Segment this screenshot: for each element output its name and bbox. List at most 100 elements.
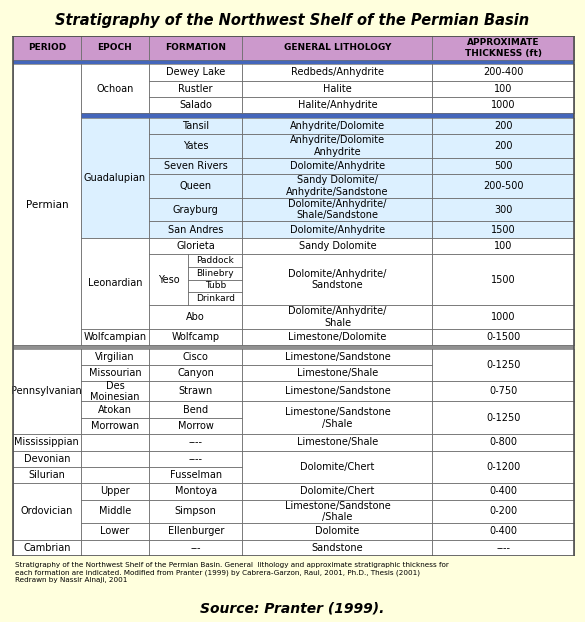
Text: Stratigraphy of the Northwest Shelf of the Permian Basin. General  lithology and: Stratigraphy of the Northwest Shelf of t…	[15, 562, 449, 583]
Text: Cisco: Cisco	[183, 352, 209, 362]
Bar	[149, 349, 242, 365]
Text: Ochoan: Ochoan	[96, 84, 133, 94]
Text: Ellenburger: Ellenburger	[167, 526, 224, 536]
Text: Morrow: Morrow	[178, 421, 214, 431]
Text: 1000: 1000	[491, 312, 515, 322]
Bar	[149, 418, 242, 434]
Text: ----: ----	[189, 453, 202, 464]
Text: San Andres: San Andres	[168, 225, 223, 234]
Text: Simpson: Simpson	[175, 506, 216, 516]
Bar	[432, 450, 574, 483]
Bar	[242, 158, 432, 174]
Text: Bend: Bend	[183, 405, 208, 415]
Text: 200: 200	[494, 121, 512, 131]
Bar	[149, 36, 242, 60]
Text: 0-200: 0-200	[489, 506, 517, 516]
Text: Halite: Halite	[323, 84, 352, 94]
Text: Anhydrite/Dolomite: Anhydrite/Dolomite	[290, 121, 385, 131]
Bar	[242, 523, 432, 540]
Text: 1000: 1000	[491, 100, 515, 110]
Bar	[81, 450, 149, 467]
Bar	[432, 36, 574, 60]
Text: Limestone/Sandstone
/Shale: Limestone/Sandstone /Shale	[284, 407, 390, 429]
Bar	[13, 467, 81, 483]
Text: Seven Rivers: Seven Rivers	[164, 161, 228, 171]
Text: Des
Moinesian: Des Moinesian	[90, 381, 140, 402]
Bar	[13, 434, 81, 450]
Text: Permian: Permian	[26, 200, 68, 210]
Text: Wolfcampian: Wolfcampian	[83, 332, 146, 342]
Bar	[242, 80, 432, 97]
Text: Dolomite/Chert: Dolomite/Chert	[300, 486, 374, 496]
Bar	[432, 329, 574, 345]
Bar	[81, 523, 149, 540]
Bar	[432, 540, 574, 556]
Text: Strawn: Strawn	[178, 386, 213, 396]
Text: Yates: Yates	[183, 141, 208, 151]
Text: Salado: Salado	[179, 100, 212, 110]
Text: GENERAL LITHOLOGY: GENERAL LITHOLOGY	[284, 44, 391, 52]
Text: Missourian: Missourian	[88, 368, 141, 378]
Bar	[242, 329, 432, 345]
Bar	[242, 349, 432, 365]
Text: ---: ---	[191, 543, 201, 553]
Text: ----: ----	[496, 543, 510, 553]
Bar	[242, 365, 432, 381]
Bar	[432, 238, 574, 254]
Text: 0-1200: 0-1200	[486, 462, 521, 472]
Bar	[242, 118, 432, 134]
Bar	[81, 499, 149, 523]
Text: Limestone/Shale: Limestone/Shale	[297, 437, 378, 447]
Bar	[432, 158, 574, 174]
Text: Montoya: Montoya	[175, 486, 217, 496]
Text: 0-1250: 0-1250	[486, 413, 521, 423]
Bar	[432, 134, 574, 158]
Text: 0-1250: 0-1250	[486, 360, 521, 370]
Bar	[432, 483, 574, 499]
Text: FORMATION: FORMATION	[165, 44, 226, 52]
Bar	[149, 221, 242, 238]
Text: Dolomite/Chert: Dolomite/Chert	[300, 462, 374, 472]
Text: Yeso: Yeso	[158, 275, 180, 285]
Bar	[432, 97, 574, 113]
Text: Dolomite/Anhydrite/
Shale/Sandstone: Dolomite/Anhydrite/ Shale/Sandstone	[288, 199, 387, 220]
Text: Anhydrite/Dolomite
Anhydrite: Anhydrite/Dolomite Anhydrite	[290, 135, 385, 157]
Text: Stratigraphy of the Northwest Shelf of the Permian Basin: Stratigraphy of the Northwest Shelf of t…	[56, 12, 529, 27]
Text: Sandy Dolomite: Sandy Dolomite	[298, 241, 376, 251]
Bar	[432, 174, 574, 198]
Text: Limestone/Sandstone
/Shale: Limestone/Sandstone /Shale	[284, 501, 390, 522]
Bar	[149, 134, 242, 158]
Bar	[242, 381, 432, 401]
Bar	[432, 118, 574, 134]
Bar	[149, 174, 242, 198]
Bar	[188, 280, 242, 292]
Bar	[432, 349, 574, 381]
Text: Dewey Lake: Dewey Lake	[166, 67, 225, 77]
Bar	[13, 345, 574, 349]
Text: PERIOD: PERIOD	[27, 44, 66, 52]
Bar	[432, 305, 574, 329]
Text: Limestone/Sandstone: Limestone/Sandstone	[284, 386, 390, 396]
Text: APPROXIMATE
THICKNESS (ft): APPROXIMATE THICKNESS (ft)	[465, 38, 542, 57]
Bar	[149, 97, 242, 113]
Text: Devonian: Devonian	[23, 453, 70, 464]
Bar	[149, 499, 242, 523]
Bar	[432, 523, 574, 540]
Bar	[13, 60, 574, 64]
Text: 100: 100	[494, 84, 512, 94]
Bar	[188, 267, 242, 280]
Bar	[432, 64, 574, 80]
Text: Cambrian: Cambrian	[23, 543, 71, 553]
Bar	[149, 381, 242, 401]
Text: Redbeds/Anhydrite: Redbeds/Anhydrite	[291, 67, 384, 77]
Bar	[149, 254, 188, 305]
Text: 200-500: 200-500	[483, 181, 524, 191]
Bar	[149, 198, 242, 221]
Bar	[242, 401, 432, 434]
Bar	[242, 97, 432, 113]
Bar	[81, 349, 149, 365]
Bar	[13, 450, 81, 467]
Bar	[242, 36, 432, 60]
Bar	[242, 198, 432, 221]
Bar	[81, 64, 149, 113]
